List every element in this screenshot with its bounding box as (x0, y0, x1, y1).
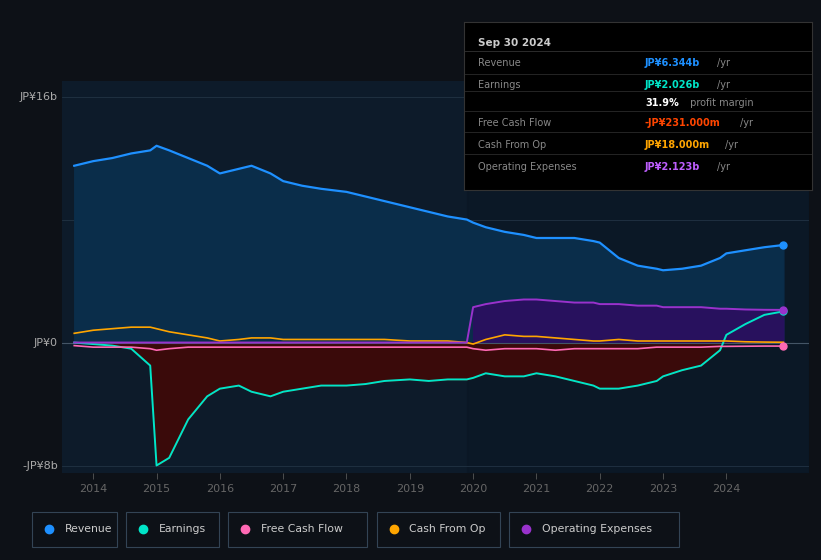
Text: Cash From Op: Cash From Op (478, 140, 546, 150)
Text: JP¥2.123b: JP¥2.123b (644, 162, 700, 172)
Text: Free Cash Flow: Free Cash Flow (478, 118, 551, 128)
Bar (467, 81, 809, 473)
Text: /yr: /yr (718, 162, 731, 172)
Text: Revenue: Revenue (478, 58, 521, 68)
Text: Earnings: Earnings (478, 80, 521, 90)
Text: -JP¥231.000m: -JP¥231.000m (644, 118, 721, 128)
Text: profit margin: profit margin (686, 98, 754, 108)
Text: Earnings: Earnings (159, 524, 206, 534)
Text: Cash From Op: Cash From Op (409, 524, 485, 534)
Text: Free Cash Flow: Free Cash Flow (261, 524, 342, 534)
Text: /yr: /yr (725, 140, 738, 150)
Text: JP¥18.000m: JP¥18.000m (644, 140, 710, 150)
Text: /yr: /yr (718, 80, 731, 90)
Text: /yr: /yr (741, 118, 753, 128)
Text: -JP¥8b: -JP¥8b (22, 460, 57, 470)
Text: Revenue: Revenue (65, 524, 112, 534)
Text: JP¥16b: JP¥16b (20, 92, 57, 101)
Text: JP¥2.026b: JP¥2.026b (644, 80, 700, 90)
Text: 31.9%: 31.9% (644, 98, 679, 108)
Text: /yr: /yr (718, 58, 731, 68)
Text: Operating Expenses: Operating Expenses (542, 524, 652, 534)
Text: Operating Expenses: Operating Expenses (478, 162, 576, 172)
Text: JP¥0: JP¥0 (34, 338, 57, 348)
Text: Sep 30 2024: Sep 30 2024 (478, 38, 551, 48)
Text: JP¥6.344b: JP¥6.344b (644, 58, 700, 68)
